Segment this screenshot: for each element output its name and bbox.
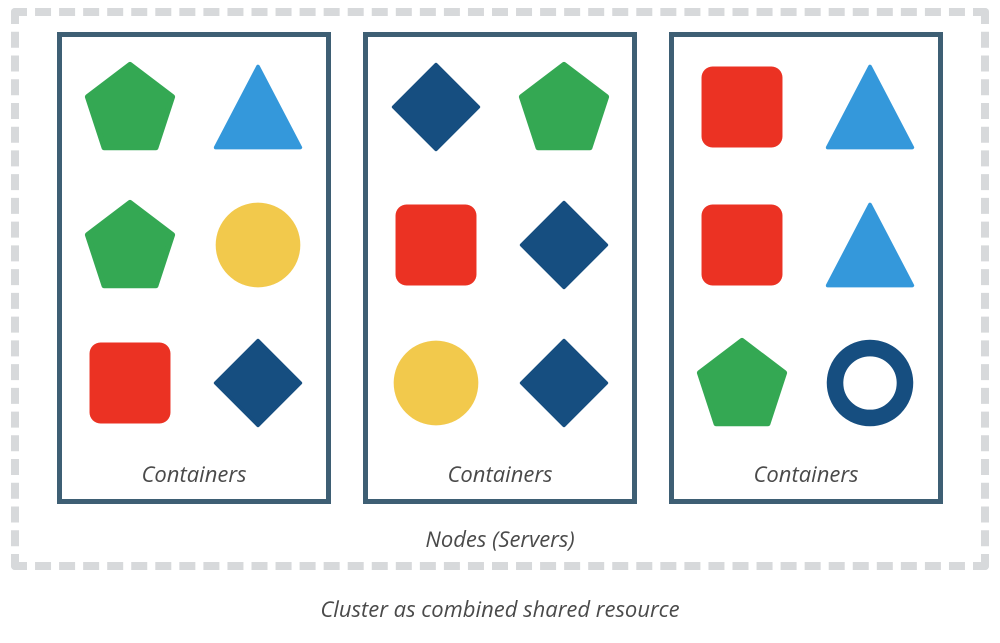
cluster-label: Cluster as combined shared resource bbox=[0, 594, 1000, 624]
square-icon bbox=[692, 195, 792, 295]
pentagon-icon bbox=[514, 57, 614, 157]
node-label: Containers bbox=[753, 459, 858, 489]
shape-grid bbox=[80, 57, 308, 451]
triangle-icon bbox=[820, 57, 920, 157]
diamond-icon bbox=[514, 195, 614, 295]
diamond-icon bbox=[208, 333, 308, 433]
ring-icon bbox=[820, 333, 920, 433]
pentagon-icon bbox=[692, 333, 792, 433]
square-icon bbox=[692, 57, 792, 157]
nodes-row: Containers Containers Containers bbox=[57, 32, 943, 504]
triangle-icon bbox=[208, 57, 308, 157]
node-label: Containers bbox=[141, 459, 246, 489]
square-icon bbox=[80, 333, 180, 433]
triangle-icon bbox=[820, 195, 920, 295]
node-label: Containers bbox=[447, 459, 552, 489]
diamond-icon bbox=[514, 333, 614, 433]
circle-icon bbox=[386, 333, 486, 433]
shape-grid bbox=[692, 57, 920, 451]
nodes-label: Nodes (Servers) bbox=[0, 524, 1000, 554]
pentagon-icon bbox=[80, 57, 180, 157]
square-icon bbox=[386, 195, 486, 295]
node-box: Containers bbox=[57, 32, 331, 504]
pentagon-icon bbox=[80, 195, 180, 295]
circle-icon bbox=[208, 195, 308, 295]
node-box: Containers bbox=[669, 32, 943, 504]
diamond-icon bbox=[386, 57, 486, 157]
node-box: Containers bbox=[363, 32, 637, 504]
shape-grid bbox=[386, 57, 614, 451]
